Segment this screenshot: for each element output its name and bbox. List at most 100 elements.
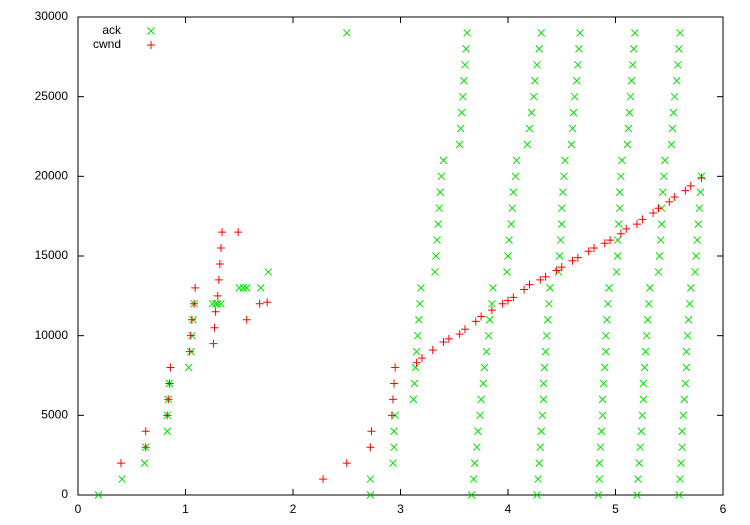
point <box>463 29 472 37</box>
point <box>163 411 172 420</box>
point <box>489 284 497 292</box>
point <box>678 443 687 452</box>
point <box>612 268 621 276</box>
point <box>598 411 607 420</box>
point <box>624 124 633 133</box>
point <box>436 188 445 197</box>
point <box>604 299 612 308</box>
point <box>679 411 688 420</box>
point <box>264 268 273 276</box>
point <box>557 263 566 272</box>
y-tick-label: 5000 <box>41 408 68 422</box>
point <box>476 411 484 420</box>
point <box>367 427 376 436</box>
y-tick-label: 30000 <box>35 9 69 23</box>
point <box>544 299 553 308</box>
point <box>163 427 172 436</box>
point <box>218 228 227 237</box>
point <box>523 140 532 149</box>
point <box>642 331 651 340</box>
point <box>646 284 654 292</box>
point <box>641 347 650 356</box>
y-tick-label: 25000 <box>35 89 69 103</box>
legend-marker <box>147 41 155 49</box>
point <box>546 284 554 292</box>
point <box>636 443 645 452</box>
point <box>661 156 669 165</box>
x-tick-label: 2 <box>290 502 297 516</box>
point <box>185 347 194 356</box>
point <box>366 443 375 452</box>
point <box>472 443 481 452</box>
point <box>455 140 464 149</box>
point <box>456 124 465 133</box>
point <box>390 427 398 436</box>
point <box>682 347 691 356</box>
point <box>535 45 544 53</box>
point <box>668 124 677 133</box>
point <box>696 188 705 197</box>
point <box>597 427 606 436</box>
point <box>411 363 420 372</box>
point <box>471 317 480 326</box>
point <box>215 259 224 268</box>
point <box>684 315 693 324</box>
x-tick-label: 6 <box>720 502 727 516</box>
point <box>681 379 690 388</box>
point <box>467 491 476 499</box>
point <box>165 379 174 388</box>
point <box>616 229 625 238</box>
x-tick-label: 5 <box>612 502 619 516</box>
point <box>600 239 609 248</box>
point <box>413 331 422 340</box>
point <box>498 299 507 308</box>
point <box>697 173 706 182</box>
point <box>634 475 642 483</box>
point <box>638 411 647 420</box>
point <box>536 443 545 452</box>
point <box>613 252 622 260</box>
point <box>574 60 582 69</box>
point <box>412 358 421 367</box>
point <box>389 459 397 467</box>
point <box>479 379 488 388</box>
point <box>617 172 625 181</box>
point <box>390 379 399 388</box>
point <box>263 298 272 307</box>
point <box>630 29 639 37</box>
point <box>366 475 375 483</box>
point <box>533 60 541 69</box>
point <box>569 108 578 117</box>
point <box>685 299 694 308</box>
point <box>366 491 375 499</box>
point <box>428 346 437 355</box>
point <box>682 363 691 372</box>
point <box>187 315 196 324</box>
point <box>644 299 653 308</box>
point <box>242 284 251 292</box>
point <box>256 284 265 292</box>
point <box>595 459 604 467</box>
point <box>457 108 466 117</box>
plot-frame <box>77 16 724 496</box>
point <box>504 252 512 260</box>
point <box>572 76 581 85</box>
point <box>512 156 521 165</box>
point <box>561 156 569 165</box>
point <box>669 108 678 117</box>
point <box>601 331 610 340</box>
point <box>507 220 516 228</box>
point <box>417 284 425 292</box>
point <box>657 220 666 228</box>
y-tick-label: 0 <box>61 487 68 501</box>
point <box>598 395 607 404</box>
point <box>600 363 609 372</box>
point <box>623 140 632 149</box>
point <box>555 252 564 260</box>
y-tick-label: 10000 <box>35 328 69 342</box>
point <box>214 275 223 284</box>
point <box>439 156 448 165</box>
point <box>166 363 175 372</box>
point <box>94 491 103 499</box>
point <box>615 204 624 213</box>
